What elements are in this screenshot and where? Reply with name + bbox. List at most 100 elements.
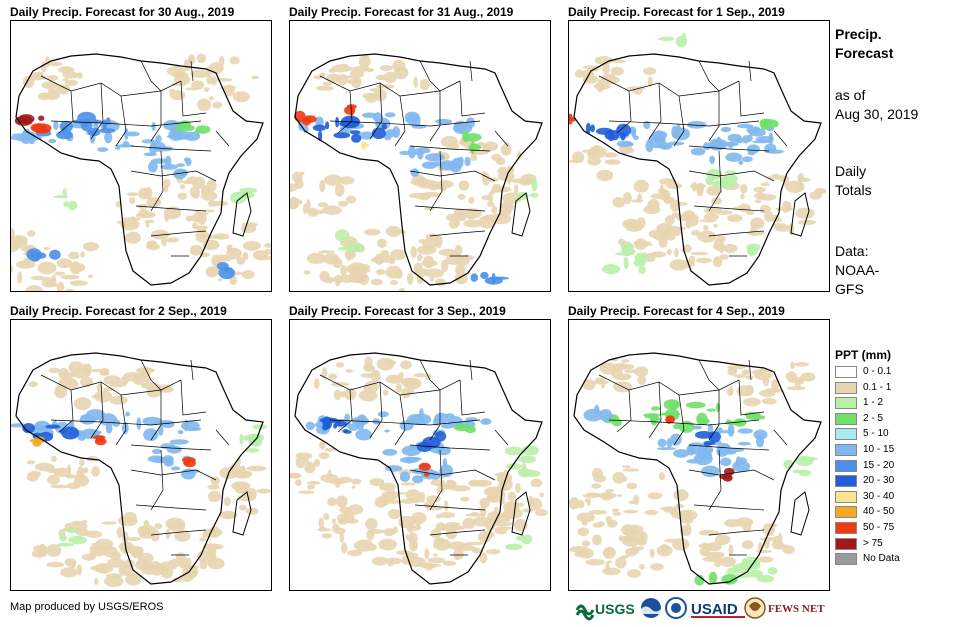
precip-cell xyxy=(99,128,115,133)
precip-cell xyxy=(741,369,750,375)
precip-cell xyxy=(44,265,49,268)
precip-cell xyxy=(47,562,65,568)
precip-cell xyxy=(328,373,337,379)
precip-cell xyxy=(371,279,383,286)
legend-label: 2 - 5 xyxy=(863,413,883,425)
precip-cell xyxy=(365,518,378,530)
precip-cell xyxy=(431,479,445,486)
precip-cell xyxy=(693,426,703,430)
precip-cell xyxy=(651,406,661,410)
country-border xyxy=(131,470,216,480)
precip-cell xyxy=(435,278,446,286)
precip-cell xyxy=(625,527,629,533)
precip-cell xyxy=(441,424,455,429)
data-source: Data: NOAA- GFS xyxy=(835,242,879,299)
precip-cell xyxy=(795,208,815,219)
precip-cell xyxy=(219,56,225,66)
precip-cell xyxy=(76,470,84,480)
legend-swatch xyxy=(835,428,857,440)
precip-cell xyxy=(399,288,406,291)
precip-cell xyxy=(645,140,653,153)
precip-cell xyxy=(634,180,649,193)
precip-cell xyxy=(168,521,186,531)
precip-cell xyxy=(202,240,219,251)
precip-cell xyxy=(212,102,222,109)
precip-cell xyxy=(667,249,672,255)
precip-cell xyxy=(413,77,418,88)
precip-cell xyxy=(798,457,817,461)
precip-cell xyxy=(167,446,182,454)
country-border xyxy=(216,430,229,445)
precip-cell xyxy=(638,266,645,274)
precip-cell xyxy=(716,403,720,413)
usaid-logo-text: USAID xyxy=(691,601,738,618)
panel-title-6: Daily Precip. Forecast for 4 Sep., 2019 xyxy=(568,304,785,318)
country-border xyxy=(495,430,508,445)
precip-cell xyxy=(350,130,361,134)
precip-cell xyxy=(348,79,362,85)
precip-cell xyxy=(335,117,339,128)
precip-cell xyxy=(33,123,52,132)
precip-cell xyxy=(659,236,668,248)
precip-cell xyxy=(38,116,44,121)
precip-cell xyxy=(669,259,688,270)
precip-cell xyxy=(385,112,396,117)
precip-cell xyxy=(713,244,725,249)
precip-cell xyxy=(417,254,423,262)
precip-cell xyxy=(33,72,44,77)
precip-cell xyxy=(152,449,162,454)
precip-cell xyxy=(417,148,424,159)
precip-cell xyxy=(349,273,364,283)
precip-cell xyxy=(436,514,442,519)
precip-cell xyxy=(313,125,326,132)
precip-cell xyxy=(256,489,271,494)
precip-cell xyxy=(602,264,620,274)
precip-cell xyxy=(117,527,123,538)
precip-cell xyxy=(307,485,315,490)
legend-label: No Data xyxy=(863,553,900,565)
country-border xyxy=(774,131,787,146)
precip-cell xyxy=(622,465,631,468)
precip-cell xyxy=(333,424,337,429)
noaa-logo-icon xyxy=(641,598,661,618)
precip-cell xyxy=(332,523,340,532)
precip-cell xyxy=(191,80,204,89)
precip-cell xyxy=(798,179,803,190)
precip-cell xyxy=(146,220,150,228)
precip-cell xyxy=(658,37,674,41)
precip-cell xyxy=(307,253,327,264)
precip-cell xyxy=(81,119,93,131)
country-border xyxy=(599,76,739,96)
precip-cell xyxy=(597,82,604,92)
precip-cell xyxy=(304,462,315,474)
precip-cell xyxy=(622,476,628,481)
precip-cell xyxy=(382,449,397,456)
precip-cell xyxy=(353,268,371,273)
precip-cell xyxy=(138,188,149,200)
precip-cell xyxy=(308,208,319,217)
precip-cell xyxy=(657,447,676,450)
precip-cell xyxy=(264,243,271,248)
legend-label: 15 - 20 xyxy=(863,460,894,472)
precip-cell xyxy=(329,479,345,485)
precip-cell xyxy=(197,99,211,112)
precip-cell xyxy=(458,194,466,200)
precip-cell xyxy=(590,124,595,132)
precip-cell xyxy=(466,117,475,128)
precip-cell xyxy=(57,543,74,547)
precip-cell xyxy=(625,548,637,557)
precip-cell xyxy=(459,180,470,190)
precip-cell xyxy=(160,164,178,170)
precip-cell xyxy=(125,412,130,417)
precip-cell xyxy=(695,431,713,439)
precip-cell xyxy=(290,473,300,479)
precip-cell xyxy=(758,194,777,201)
precip-cell xyxy=(471,142,475,155)
country-border xyxy=(136,505,206,510)
precip-cell xyxy=(395,230,407,234)
precip-cell xyxy=(460,497,469,502)
precip-cell xyxy=(56,131,73,140)
precip-cell xyxy=(146,240,157,248)
africa-map xyxy=(11,21,271,291)
precip-cell xyxy=(743,398,761,407)
